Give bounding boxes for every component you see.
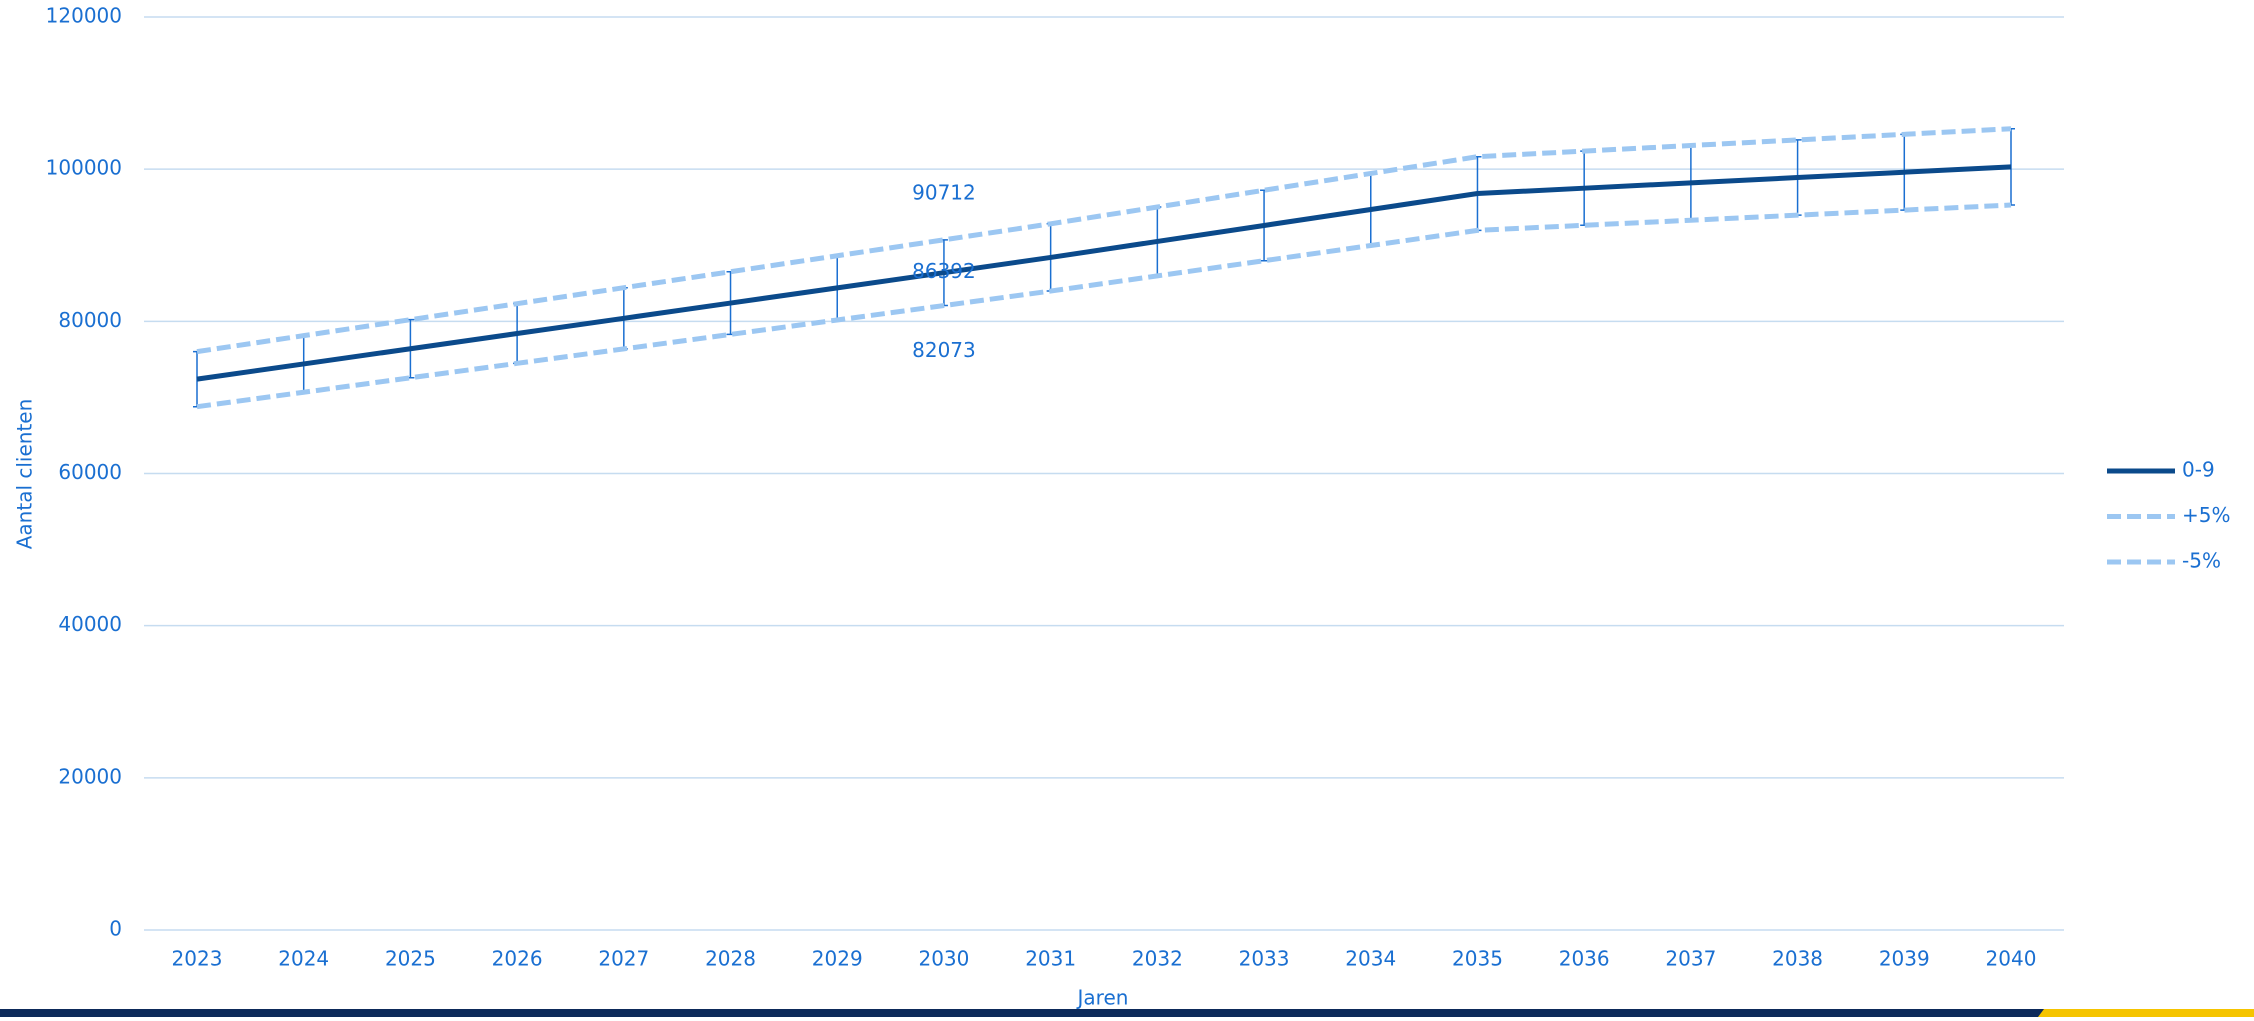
legend-label: 0-9 — [2182, 458, 2215, 482]
x-tick-label: 2023 — [172, 947, 223, 971]
x-tick-label: 2027 — [598, 947, 649, 971]
x-tick-label: 2030 — [918, 947, 969, 971]
x-tick-label: 2025 — [385, 947, 436, 971]
x-tick-label: 2028 — [705, 947, 756, 971]
x-tick-label: 2036 — [1559, 947, 1610, 971]
y-tick-label: 40000 — [58, 612, 122, 636]
x-tick-label: 2024 — [278, 947, 329, 971]
y-tick-label: 100000 — [46, 156, 122, 180]
data-label: 82073 — [912, 338, 976, 362]
legend-label: +5% — [2182, 503, 2231, 527]
y-tick-label: 80000 — [58, 308, 122, 332]
series-line — [196, 126, 2012, 355]
series-line — [196, 202, 2012, 410]
y-tick-label: 60000 — [58, 460, 122, 484]
x-tick-label: 2039 — [1879, 947, 1930, 971]
data-label: 90712 — [912, 180, 976, 204]
y-tick-label: 0 — [109, 917, 122, 941]
x-axis-title: Jaren — [1076, 986, 1129, 1010]
legend-label: -5% — [2182, 549, 2221, 573]
x-tick-label: 2038 — [1772, 947, 1823, 971]
x-tick-label: 2026 — [492, 947, 543, 971]
x-tick-label: 2032 — [1132, 947, 1183, 971]
x-tick-label: 2034 — [1345, 947, 1396, 971]
series-line — [196, 164, 2012, 382]
footer-accent — [2038, 1009, 2254, 1017]
footer-bar — [0, 1009, 2254, 1017]
x-tick-label: 2033 — [1239, 947, 1290, 971]
y-tick-label: 120000 — [46, 4, 122, 28]
x-tick-label: 2031 — [1025, 947, 1076, 971]
x-tick-label: 2037 — [1665, 947, 1716, 971]
data-label: 86392 — [912, 259, 976, 283]
x-tick-label: 2029 — [812, 947, 863, 971]
y-axis-title: Aantal clienten — [13, 399, 37, 550]
x-tick-label: 2035 — [1452, 947, 1503, 971]
x-tick-label: 2040 — [1986, 947, 2037, 971]
y-tick-label: 20000 — [58, 764, 122, 788]
